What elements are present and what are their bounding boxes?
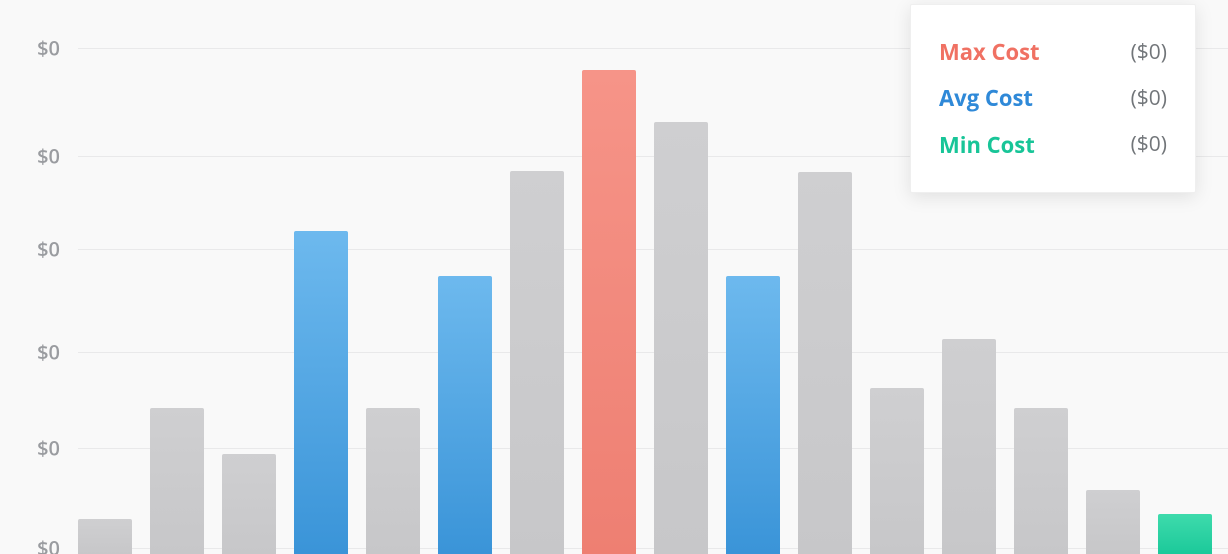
bar-bg[interactable] <box>366 408 420 554</box>
cost-bar-chart: $0$0$0$0$0$0 Max Cost($0)Avg Cost($0)Min… <box>0 0 1228 554</box>
bar-bg[interactable] <box>1014 408 1068 554</box>
bar-bg[interactable] <box>1086 490 1140 554</box>
y-axis-tick-label: $0 <box>0 435 60 462</box>
legend-label: Max Cost <box>939 39 1040 65</box>
bar-bg[interactable] <box>150 408 204 554</box>
legend-row: Avg Cost ($0) <box>939 75 1167 121</box>
legend-row: Max Cost ($0) <box>939 29 1167 75</box>
legend-value: ($0) <box>1131 86 1167 111</box>
bar-bg[interactable] <box>942 339 996 554</box>
bar-avg[interactable] <box>294 231 348 554</box>
y-axis-tick-label: $0 <box>0 143 60 170</box>
bar-avg[interactable] <box>726 276 780 554</box>
bar-min[interactable] <box>1158 514 1212 554</box>
y-axis-tick-label: $0 <box>0 339 60 366</box>
y-axis-tick-label: $0 <box>0 35 60 62</box>
legend-row: Min Cost ($0) <box>939 122 1167 168</box>
bar-avg[interactable] <box>438 276 492 554</box>
y-axis-tick-label: $0 <box>0 236 60 263</box>
legend-value: ($0) <box>1131 132 1167 157</box>
bar-bg[interactable] <box>78 519 132 554</box>
bar-bg[interactable] <box>510 171 564 554</box>
bar-bg[interactable] <box>222 454 276 554</box>
legend-card: Max Cost ($0) Avg Cost ($0) Min Cost ($0) <box>910 4 1196 193</box>
bar-bg[interactable] <box>654 122 708 554</box>
legend-value: ($0) <box>1131 40 1167 65</box>
legend-label: Avg Cost <box>939 85 1033 111</box>
bar-max[interactable] <box>582 70 636 554</box>
y-axis-tick-label: $0 <box>0 535 60 554</box>
bar-bg[interactable] <box>798 172 852 554</box>
bar-bg[interactable] <box>870 388 924 554</box>
legend-label: Min Cost <box>939 132 1035 158</box>
